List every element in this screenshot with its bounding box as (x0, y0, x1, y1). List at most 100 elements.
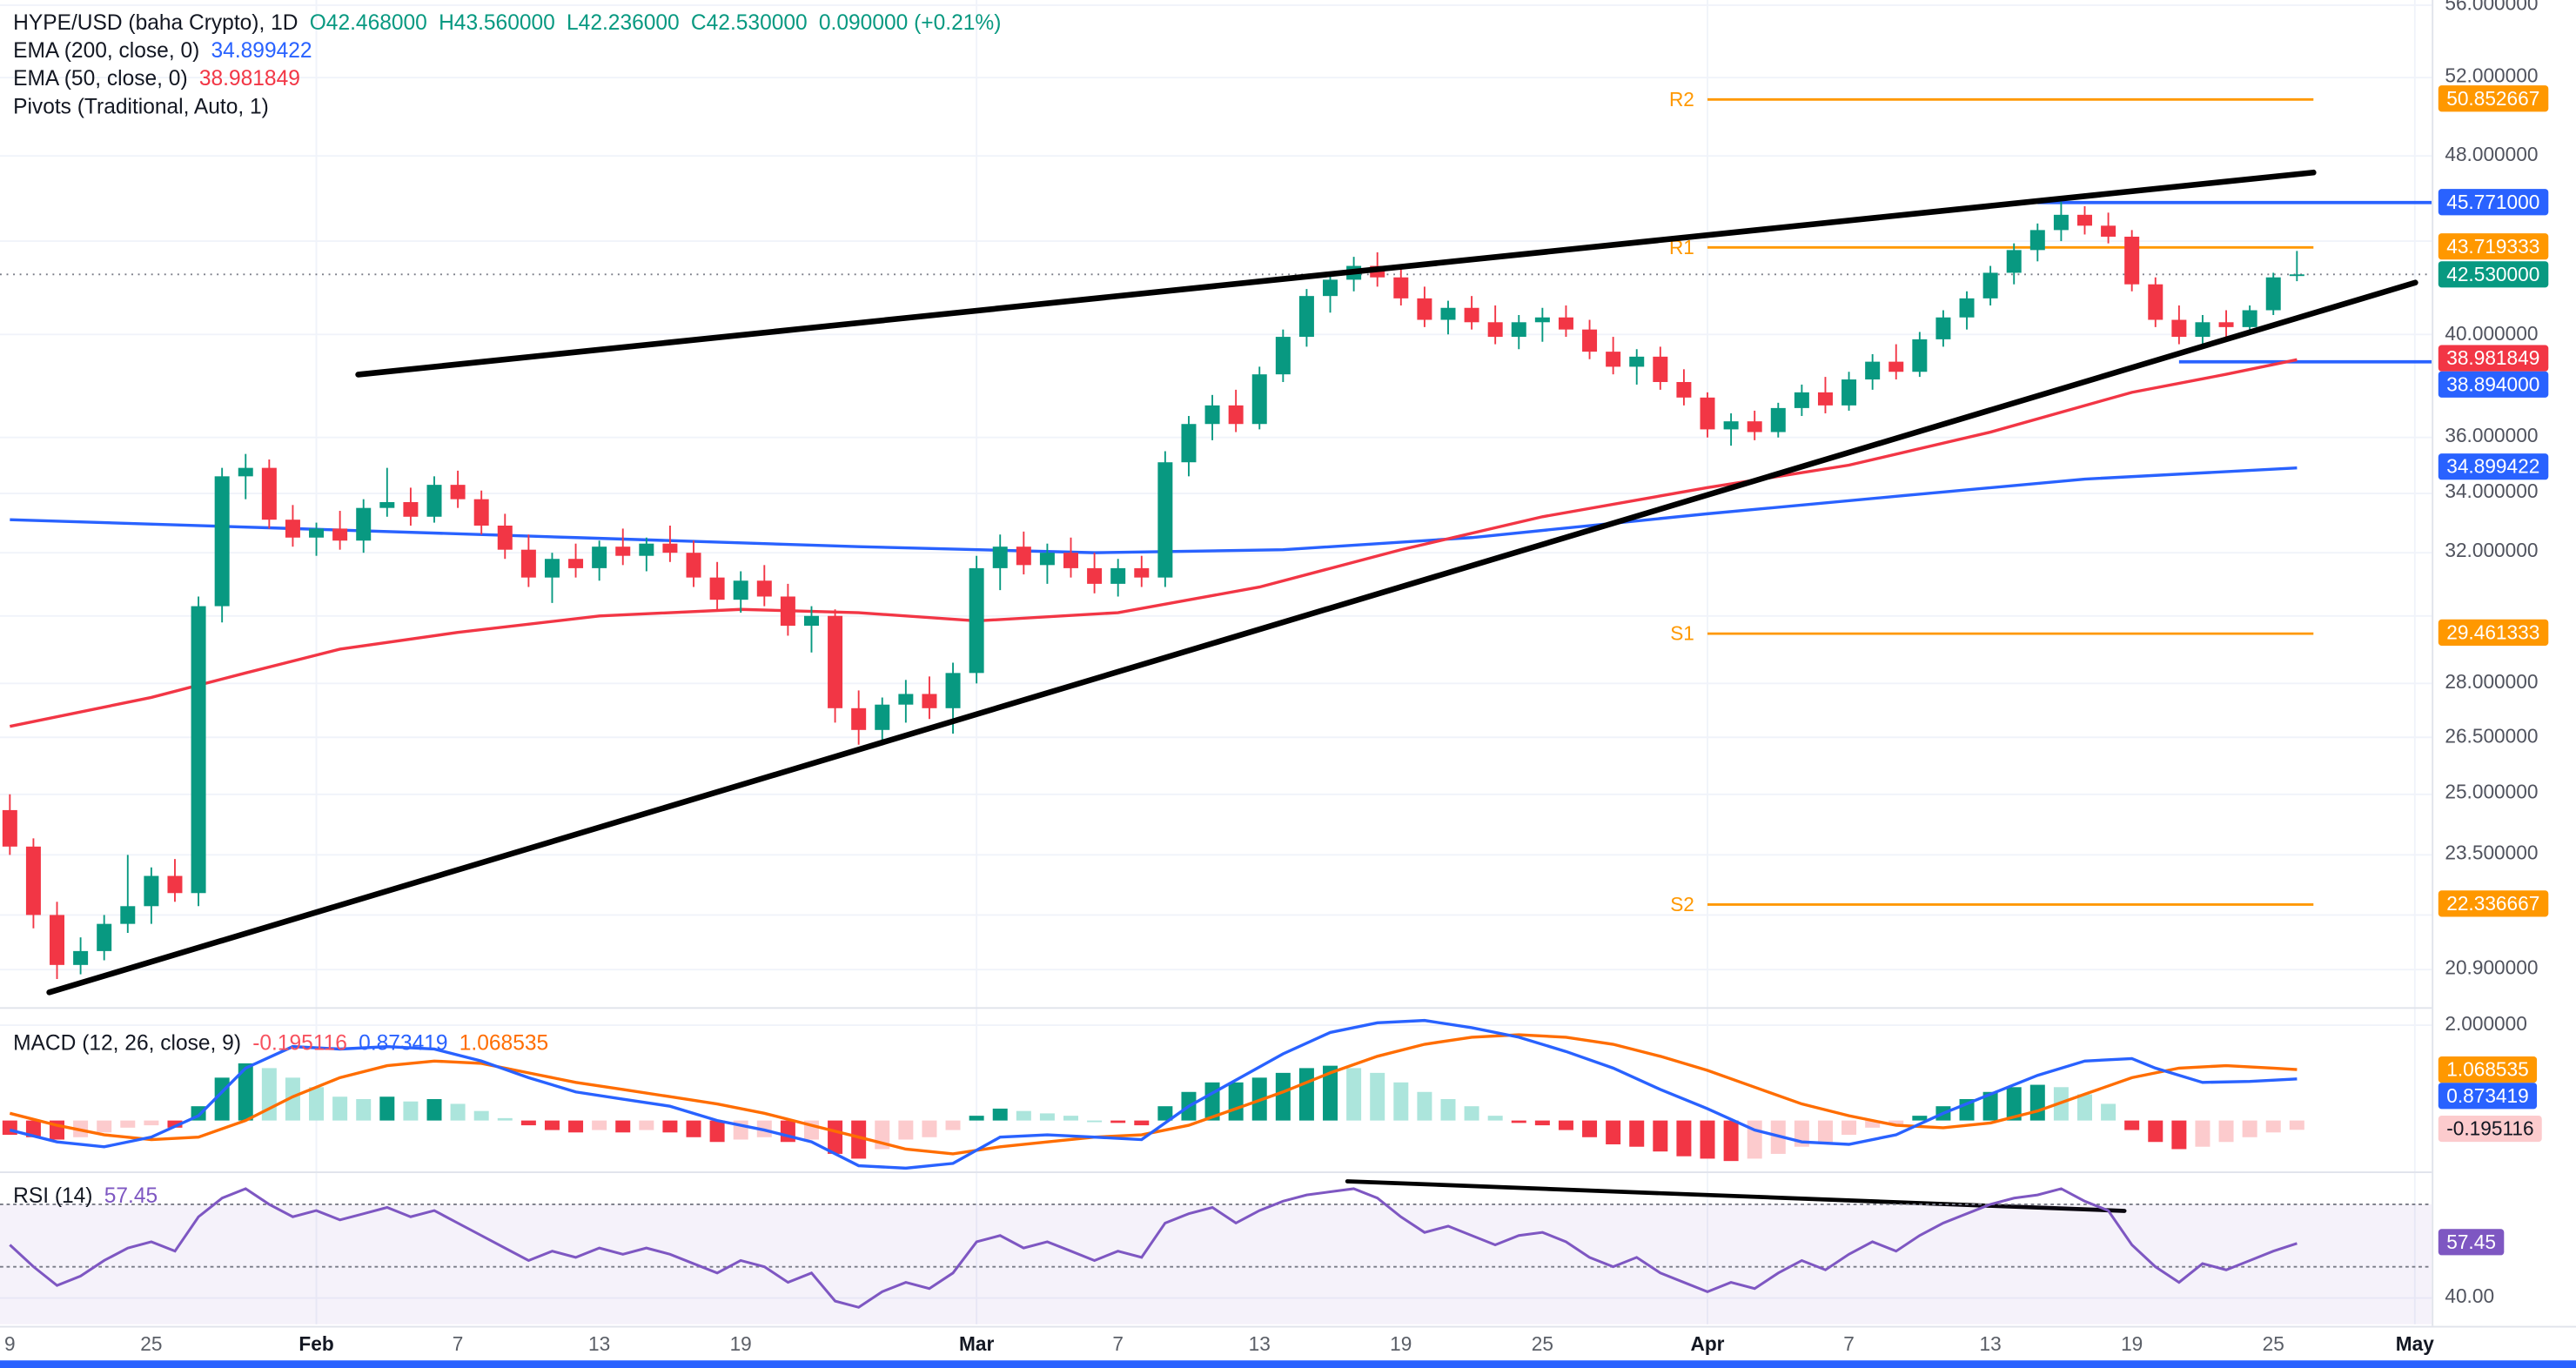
candle (379, 501, 395, 508)
macd-legend[interactable]: MACD (12, 26, close, 9) -0.195116 0.8734… (13, 1029, 548, 1056)
price-axis-badge: 22.336667 (2438, 890, 2548, 917)
time-label-day: 25 (140, 1332, 163, 1356)
ema200-title: EMA (200, close, 0) (13, 37, 200, 63)
candle (1110, 567, 1126, 584)
macd-hist-bar (520, 1120, 536, 1126)
candle (1723, 421, 1739, 430)
ema200-legend[interactable]: EMA (200, close, 0) 34.899422 (13, 37, 1001, 64)
rsi-title: RSI (14) (13, 1183, 93, 1208)
pivot-label-s1: S1 (1670, 622, 1694, 645)
candle (1487, 322, 1503, 338)
ohlc-high: H43.560000 (439, 10, 555, 35)
ema50-legend[interactable]: EMA (50, close, 0) 38.981849 (13, 64, 1001, 92)
macd-hist-bar (1110, 1120, 1126, 1123)
candle (2242, 310, 2257, 327)
macd-hist-bar (2006, 1087, 2022, 1121)
candle (2, 809, 17, 847)
candle (25, 846, 41, 915)
candle (1417, 298, 1432, 320)
candle (969, 567, 984, 674)
candle (1959, 298, 1975, 318)
macd-hist-bar (379, 1096, 395, 1121)
main-legend: HYPE/USD (baha Crypto), 1D O42.468000 H4… (13, 8, 1001, 119)
macd-hist-bar (1676, 1120, 1692, 1157)
macd-hist-bar (2124, 1120, 2140, 1130)
candle (520, 549, 536, 578)
candle (1653, 356, 1668, 382)
candle (1204, 405, 1220, 425)
trendline (1345, 1179, 2127, 1213)
pivot-label-r2: R2 (1669, 88, 1694, 111)
macd-hist-bar (1582, 1120, 1598, 1137)
time-label-day: 19 (1390, 1332, 1412, 1356)
symbol-title[interactable]: HYPE/USD (baha Crypto), 1D (13, 10, 299, 35)
macd-hist-bar (309, 1087, 325, 1121)
time-label-day: 7 (1843, 1332, 1855, 1356)
macd-hist-bar (120, 1120, 136, 1128)
macd-line (9, 1018, 2298, 1170)
candle (1794, 392, 1809, 408)
candle (2076, 214, 2092, 226)
macd-hist-bar (1087, 1120, 1103, 1123)
candle (1039, 553, 1055, 566)
ohlc-low: L42.236000 (567, 10, 680, 35)
candle (1393, 277, 1409, 298)
pivots-legend[interactable]: Pivots (Traditional, Auto, 1) (13, 92, 1001, 120)
candle (709, 577, 725, 600)
candle (50, 915, 65, 965)
macd-hist-bar (1511, 1120, 1526, 1123)
candle (144, 875, 159, 907)
candle (662, 543, 678, 553)
candle (733, 580, 748, 600)
candle (285, 520, 300, 538)
macd-hist-bar (1440, 1098, 1456, 1121)
candle (1251, 374, 1267, 425)
ohlc-change: 0.090000 (+0.21%) (818, 10, 1002, 35)
macd-hist-bar (709, 1120, 725, 1143)
candle (73, 950, 89, 965)
candle (1275, 337, 1291, 375)
time-label-day: 7 (1112, 1332, 1124, 1356)
macd-title: MACD (12, 26, close, 9) (13, 1029, 242, 1056)
macd-hist-bar (851, 1120, 867, 1159)
candle (1063, 553, 1078, 568)
macd-hist-bar (25, 1120, 41, 1137)
candle (1582, 329, 1598, 352)
macd-hist-bar (1275, 1072, 1291, 1121)
timeline-scrollbar[interactable] (0, 1360, 2576, 1368)
candle (1935, 317, 1951, 339)
macd-hist-bar (1629, 1120, 1645, 1147)
axis-tick-label: 56.000000 (2445, 0, 2539, 16)
macd-hist-bar (1888, 1120, 1904, 1126)
candle (2195, 322, 2210, 338)
symbol-row[interactable]: HYPE/USD (baha Crypto), 1D O42.468000 H4… (13, 8, 1001, 36)
macd-hist-bar (1653, 1120, 1668, 1152)
macd-hist-bar (2265, 1120, 2281, 1133)
time-label-day: 19 (2121, 1332, 2143, 1356)
macd-hist-bar (1558, 1120, 1573, 1130)
macd-hist-bar (2148, 1120, 2163, 1143)
macd-hist-bar (403, 1101, 419, 1121)
candle (2148, 284, 2163, 320)
price-axis[interactable]: 56.000000 52.000000 48.000000 40.000000 36.0… (2432, 0, 2576, 1326)
ema50-line (9, 358, 2298, 728)
time-label-day: 25 (2262, 1332, 2284, 1356)
candle (2029, 230, 2045, 251)
macd-pane[interactable] (2, 1018, 2304, 1170)
macd-hist-bar (1606, 1120, 1621, 1144)
ema50-title: EMA (50, close, 0) (13, 65, 188, 91)
candle (1982, 272, 1998, 298)
macd-hist-bar (497, 1117, 513, 1121)
candle (592, 547, 607, 568)
rsi-legend[interactable]: RSI (14) 57.45 (13, 1181, 158, 1209)
candle (1747, 421, 1762, 433)
price-axis-badge: 45.771000 (2438, 188, 2548, 215)
macd-hist-bar (450, 1103, 466, 1121)
candle (1865, 361, 1881, 380)
rsi-pane[interactable] (0, 1187, 2432, 1329)
time-axis[interactable]: 9 25 Feb 7 13 19 Mar 7 13 19 25 Apr 7 13 19 25 May (0, 1325, 2576, 1363)
candle (851, 707, 867, 730)
macd-hist-bar (285, 1077, 300, 1121)
